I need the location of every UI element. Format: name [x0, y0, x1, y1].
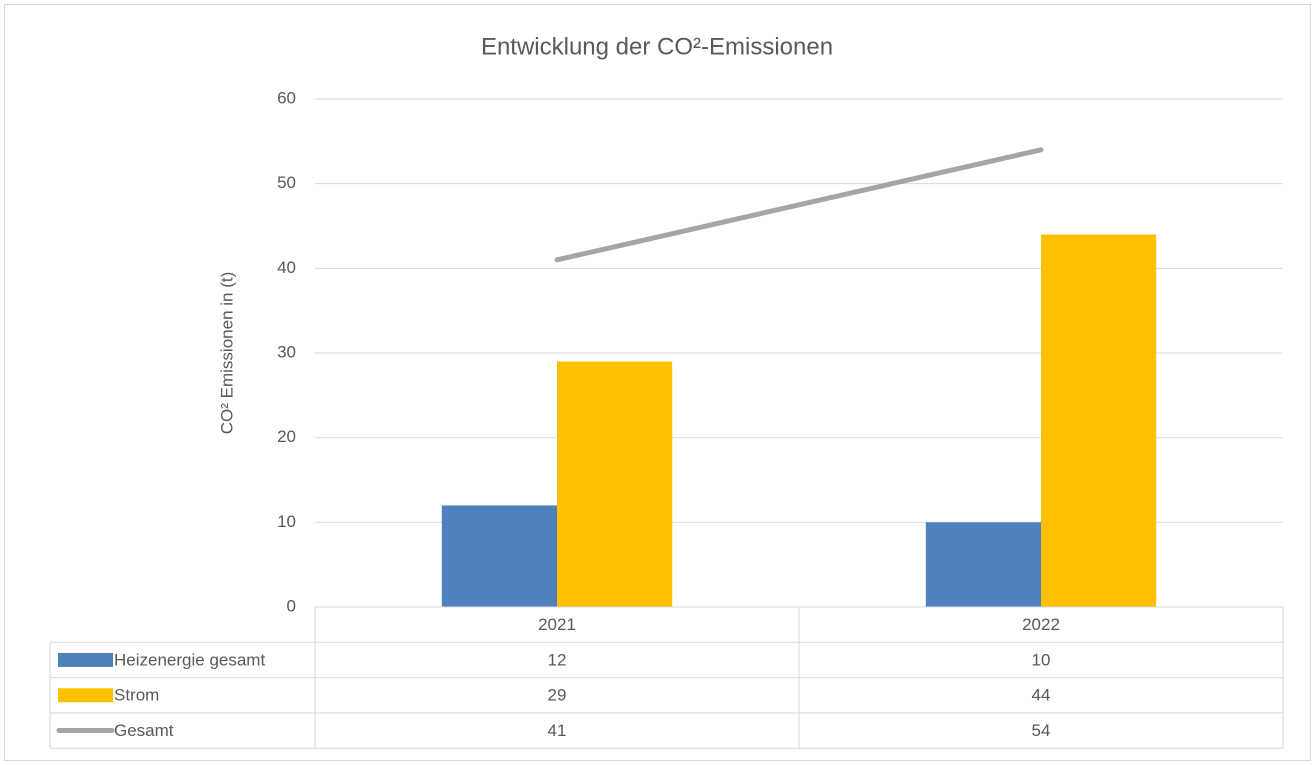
chart-title: Entwicklung der CO²-Emissionen [481, 33, 833, 60]
line-series [554, 147, 1044, 263]
legend-label: Strom [114, 686, 159, 705]
y-tick-label: 50 [277, 173, 296, 192]
y-tick-label: 10 [277, 512, 296, 531]
table-value: 44 [1032, 686, 1051, 705]
x-tick-label: 2021 [538, 615, 576, 634]
table-value: 41 [548, 721, 567, 740]
table-value: 29 [548, 686, 567, 705]
legend-key [58, 688, 113, 703]
y-tick-label: 40 [277, 258, 296, 277]
y-axis-label: CO² Emissionen in (t) [217, 272, 236, 434]
y-tick-label: 60 [277, 88, 296, 107]
table-value: 54 [1032, 721, 1051, 740]
legend-label: Gesamt [114, 721, 174, 740]
legend-key [58, 652, 113, 667]
table-value: 12 [548, 650, 567, 669]
bar [925, 522, 1041, 607]
bar [1041, 234, 1157, 607]
x-tick-label: 2022 [1022, 615, 1060, 634]
bar [441, 505, 557, 607]
y-tick-label: 20 [277, 427, 296, 446]
table-value: 10 [1032, 650, 1051, 669]
y-tick-label: 30 [277, 342, 296, 361]
y-tick-label: 0 [287, 596, 296, 615]
legend-label: Heizenergie gesamt [114, 650, 265, 669]
bar [557, 361, 673, 607]
